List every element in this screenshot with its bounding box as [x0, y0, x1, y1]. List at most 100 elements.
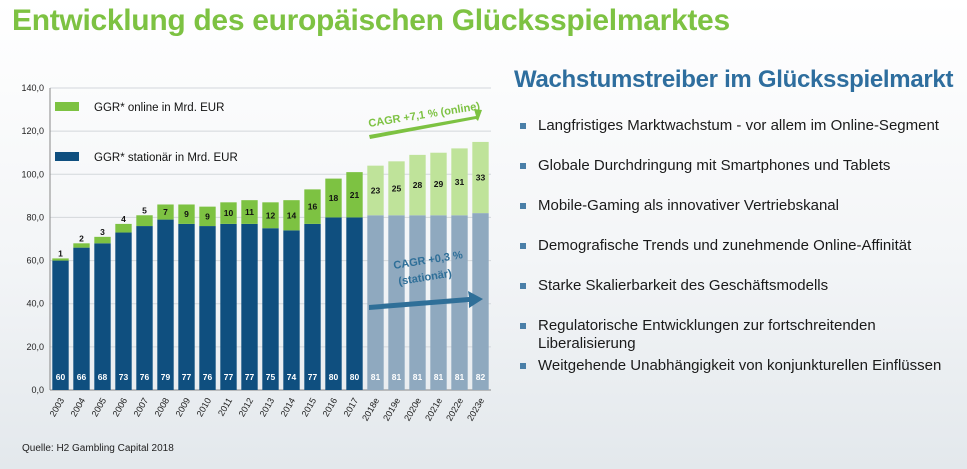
bar-stationary [94, 243, 111, 390]
y-tick-label: 20,0 [26, 342, 44, 352]
driver-item: Langfristiges Marktwachstum - vor allem … [520, 117, 967, 157]
data-label-online: 14 [287, 210, 297, 220]
data-label-online: 4 [121, 214, 126, 224]
data-label-stationary: 77 [224, 372, 234, 382]
bar-online [430, 152, 447, 216]
bar-stationary [367, 215, 384, 390]
bar-online [94, 236, 111, 244]
x-tick-label: 2017 [342, 396, 361, 418]
x-axis: 2003 2004 2005 2006 2007 2008 2009 2010 2011 2012… [48, 396, 487, 423]
x-tick-label: 2011 [216, 396, 234, 418]
data-label-online: 9 [184, 209, 189, 219]
bullet-icon [520, 123, 526, 129]
chart-legend: GGR* online in Mrd. EUR GGR* stationär i… [55, 102, 238, 164]
x-tick-label: 2009 [174, 396, 193, 418]
driver-item: Weitgehende Unabhängigkeit von konjunktu… [520, 357, 967, 397]
data-label-stationary: 76 [140, 372, 150, 382]
bar-online [472, 141, 489, 214]
data-label-stationary: 81 [413, 372, 423, 382]
data-label-stationary: 66 [77, 372, 87, 382]
bar-stationary [157, 219, 174, 390]
bar-online [157, 204, 174, 220]
data-label-online: 3 [100, 227, 105, 237]
data-label-online: 2 [79, 233, 84, 243]
data-label-stationary: 81 [392, 372, 402, 382]
x-tick-label: 2003 [48, 396, 67, 418]
x-tick-label: 2007 [132, 396, 151, 418]
bullet-icon [520, 243, 526, 249]
bar-online [136, 215, 153, 227]
x-tick-label: 2005 [90, 396, 109, 418]
bar-online [262, 202, 279, 229]
bar-stationary [241, 223, 258, 390]
bar-online [283, 200, 300, 231]
data-label-stationary: 60 [56, 372, 66, 382]
y-tick-label: 120,0 [21, 126, 44, 136]
bar-online [325, 178, 342, 218]
bar-stationary [178, 223, 195, 390]
data-label-stationary: 68 [98, 372, 108, 382]
y-tick-label: 0,0 [31, 385, 44, 395]
bar-stationary [388, 215, 405, 390]
x-tick-label: 2013 [258, 396, 277, 418]
bar-stationary [199, 226, 216, 390]
data-label-online: 28 [413, 180, 423, 190]
data-label-stationary: 77 [308, 372, 318, 382]
bullet-icon [520, 203, 526, 209]
x-tick-label: 2023e [465, 396, 486, 423]
data-label-online: 31 [455, 177, 465, 187]
data-label-stationary: 81 [371, 372, 381, 382]
drivers-heading: Wachstumstreiber im Glücksspielmarkt [514, 66, 954, 93]
data-label-online: 1 [58, 248, 63, 258]
bar-online [388, 161, 405, 216]
bar-online [409, 154, 426, 216]
x-tick-label: 2014 [279, 396, 298, 418]
bar-online [451, 148, 468, 216]
legend-swatch-online [55, 102, 79, 111]
data-label-online: 11 [245, 207, 254, 217]
bar-stationary [472, 213, 489, 390]
bar-online [178, 204, 195, 224]
data-label-online: 16 [308, 202, 318, 212]
data-label-online: 33 [476, 173, 486, 183]
x-tick-label: 2010 [195, 396, 214, 418]
bar-online [199, 206, 216, 227]
cagr-stationary-arrow [369, 291, 483, 310]
bar-area: 6016626837347657977797697710771175127414… [52, 141, 489, 390]
bar-stationary [136, 226, 153, 390]
legend-label-stationary: GGR* stationär in Mrd. EUR [94, 152, 238, 164]
driver-item: Globale Durchdringung mit Smartphones un… [520, 157, 967, 197]
cagr-online-arrow [369, 109, 482, 139]
x-tick-label: 2004 [69, 396, 88, 418]
data-label-stationary: 77 [182, 372, 192, 382]
bar-stationary [304, 223, 321, 390]
data-label-stationary: 76 [203, 372, 213, 382]
y-tick-label: 140,0 [21, 83, 44, 93]
bar-stationary [220, 223, 237, 390]
data-label-online: 18 [329, 193, 339, 203]
x-tick-label: 2006 [111, 396, 130, 418]
x-tick-label: 2022e [444, 396, 465, 423]
x-tick-label: 2020e [402, 396, 423, 423]
data-label-stationary: 75 [266, 372, 276, 382]
data-label-online: 29 [434, 179, 444, 189]
bar-stationary [325, 217, 342, 390]
source-note: Quelle: H2 Gambling Capital 2018 [22, 443, 174, 454]
bar-stationary [346, 217, 363, 390]
driver-item: Regulatorische Entwicklungen zur fortsch… [520, 317, 967, 357]
y-tick-label: 100,0 [21, 169, 44, 179]
bar-online [73, 243, 90, 248]
data-label-stationary: 81 [455, 372, 465, 382]
data-label-stationary: 81 [434, 372, 444, 382]
bullet-icon [520, 363, 526, 369]
bullet-icon [520, 323, 526, 329]
y-tick-label: 60,0 [26, 256, 44, 266]
bullet-icon [520, 283, 526, 289]
x-tick-label: 2012 [237, 396, 256, 418]
driver-item: Mobile-Gaming als innovativer Vertriebsk… [520, 197, 967, 237]
legend-label-online: GGR* online in Mrd. EUR [94, 102, 224, 114]
data-label-stationary: 73 [119, 372, 129, 382]
bar-online [220, 202, 237, 224]
x-tick-label: 2021e [423, 396, 444, 423]
bar-online [367, 165, 384, 216]
